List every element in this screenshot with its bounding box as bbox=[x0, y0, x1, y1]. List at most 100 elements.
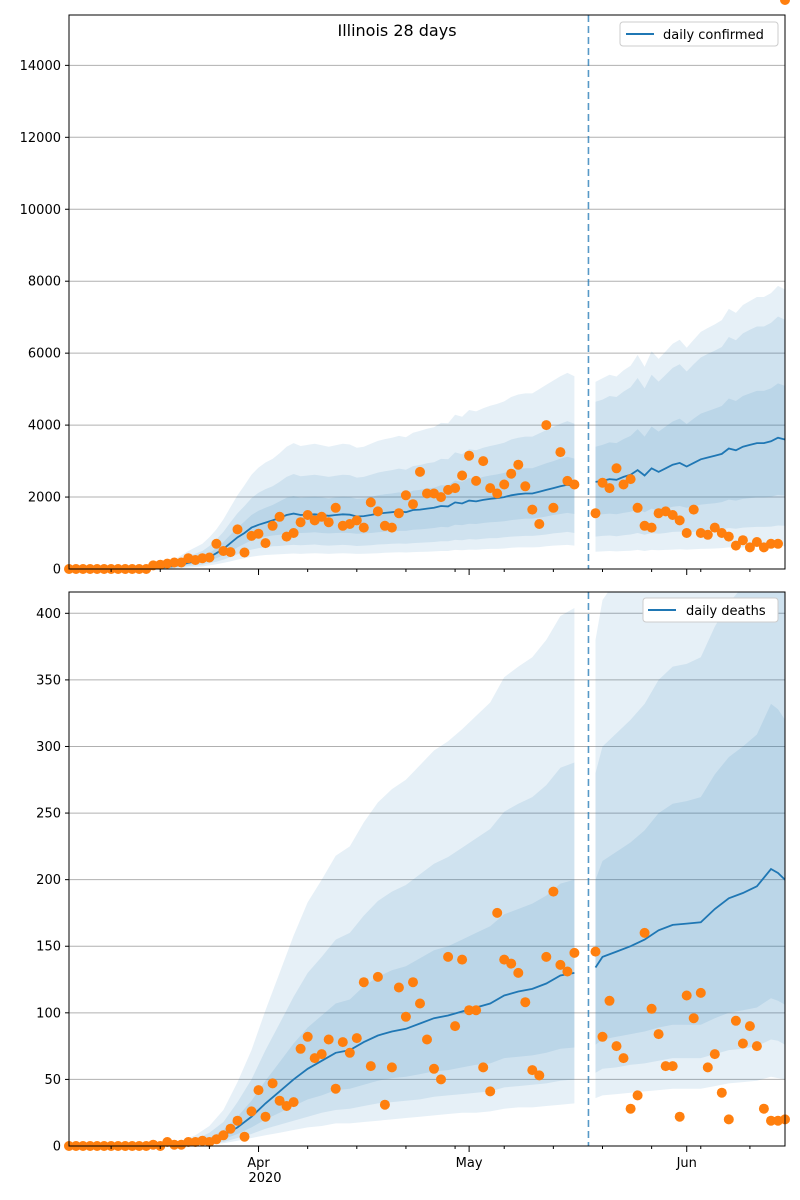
y-tick-label: 4000 bbox=[28, 419, 61, 434]
deaths-observed-point bbox=[450, 1021, 461, 1032]
deaths-observed-point bbox=[316, 1049, 327, 1060]
confirmed-observed-point bbox=[225, 547, 236, 558]
confirmed-observed-point bbox=[471, 475, 482, 486]
confirmed-observed-point bbox=[204, 552, 215, 563]
deaths-observed-point bbox=[372, 971, 383, 982]
y-tick-label: 250 bbox=[36, 807, 61, 822]
deaths-observed-point bbox=[408, 977, 418, 988]
y-tick-label: 14000 bbox=[20, 59, 61, 74]
confirmed-observed-point bbox=[464, 450, 475, 461]
confirmed-observed-point bbox=[780, 0, 790, 5]
confirmed-observed-point bbox=[674, 515, 685, 526]
deaths-observed-point bbox=[260, 1111, 271, 1122]
legend-label-deaths: daily deaths bbox=[686, 604, 766, 619]
deaths-observed-point bbox=[267, 1078, 278, 1089]
deaths-observed-point bbox=[555, 959, 566, 970]
confirmed-observed-point bbox=[485, 483, 496, 494]
confirmed-observed-point bbox=[274, 511, 285, 522]
deaths-observed-point bbox=[667, 1061, 678, 1072]
confirmed-observed-point bbox=[681, 528, 692, 538]
confirmed-observed-point bbox=[632, 502, 643, 513]
deaths-observed-point bbox=[758, 1103, 769, 1114]
deaths-observed-point bbox=[218, 1130, 229, 1141]
deaths-observed-point bbox=[681, 990, 692, 1001]
deaths-observed-point bbox=[302, 1031, 313, 1042]
confirmed-observed-point bbox=[169, 557, 180, 568]
confirmed-observed-point bbox=[646, 522, 657, 533]
confirmed-observed-point bbox=[604, 483, 615, 494]
confirmed-observed-point bbox=[302, 510, 313, 520]
deaths-observed-point bbox=[716, 1087, 727, 1098]
confirmed-band-95-band bbox=[69, 372, 575, 569]
deaths-observed-point bbox=[527, 1065, 538, 1076]
deaths-observed-point bbox=[695, 987, 706, 998]
chart-title: Illinois 28 days bbox=[337, 21, 456, 40]
deaths-observed-point bbox=[471, 1005, 482, 1016]
confirmed-observed-point bbox=[386, 522, 397, 533]
y-tick-label: 2000 bbox=[28, 491, 61, 506]
confirmed-observed-point bbox=[766, 538, 776, 549]
deaths-observed-point bbox=[688, 1013, 699, 1024]
deaths-observed-point bbox=[709, 1049, 720, 1060]
deaths-observed-point bbox=[730, 1015, 741, 1026]
deaths-observed-point bbox=[506, 958, 517, 969]
deaths-observed-point bbox=[393, 982, 404, 993]
deaths-observed-point bbox=[751, 1041, 762, 1052]
confirmed-observed-point bbox=[527, 504, 538, 515]
deaths-observed-point bbox=[737, 1038, 748, 1049]
y-tick-label: 150 bbox=[36, 940, 61, 955]
deaths-observed-point bbox=[183, 1137, 194, 1147]
confirmed-observed-point bbox=[723, 531, 734, 542]
deaths-observed-point bbox=[400, 1011, 411, 1022]
confirmed-observed-point bbox=[232, 524, 243, 535]
deaths-observed-point bbox=[464, 1005, 475, 1016]
confirmed-observed-point bbox=[667, 510, 678, 520]
deaths-observed-point bbox=[766, 1115, 776, 1126]
deaths-observed-point bbox=[646, 1003, 657, 1014]
deaths-observed-point bbox=[232, 1115, 243, 1126]
confirmed-observed-point bbox=[773, 538, 783, 549]
confirmed-observed-point bbox=[267, 520, 278, 531]
deaths-chart-panel: 0 50 100 150 200 250 300 350 400 Apr May Jun bbox=[36, 591, 790, 1171]
confirmed-observed-point bbox=[625, 474, 636, 485]
deaths-observed-point bbox=[625, 1103, 636, 1114]
deaths-observed-point bbox=[274, 1095, 285, 1106]
confirmed-observed-point bbox=[316, 511, 327, 522]
deaths-observed-point bbox=[246, 1106, 257, 1117]
y-tick-label: 8000 bbox=[28, 275, 61, 290]
deaths-band-95-band bbox=[69, 608, 575, 1146]
deaths-band-50-band bbox=[595, 703, 785, 1045]
confirmed-observed-point bbox=[422, 488, 432, 499]
confirmed-observed-point bbox=[611, 463, 622, 474]
deaths-observed-point bbox=[344, 1047, 355, 1058]
deaths-observed-point bbox=[632, 1090, 643, 1101]
confirmed-observed-point bbox=[211, 538, 222, 549]
confirmed-observed-point bbox=[323, 517, 334, 528]
confirmed-observed-point bbox=[590, 508, 601, 519]
deaths-observed-point bbox=[239, 1131, 250, 1142]
deaths-observed-point bbox=[653, 1029, 664, 1040]
confirmed-observed-point bbox=[351, 515, 362, 526]
deaths-band-50-band bbox=[69, 879, 575, 1146]
deaths-observed-point bbox=[639, 927, 650, 938]
confirmed-observed-point bbox=[295, 517, 306, 528]
deaths-observed-point bbox=[590, 946, 601, 957]
deaths-observed-point bbox=[513, 967, 524, 978]
deaths-observed-point bbox=[618, 1053, 629, 1064]
y-tick-label: 350 bbox=[36, 673, 61, 688]
deaths-observed-point bbox=[660, 1061, 671, 1072]
deaths-axes-frame bbox=[68, 591, 786, 1147]
confirmed-observed-point bbox=[372, 506, 383, 517]
deaths-observed-point bbox=[358, 977, 369, 988]
confirmed-axes-frame bbox=[68, 14, 786, 570]
deaths-observed-point bbox=[674, 1111, 685, 1122]
deaths-observed-point bbox=[253, 1085, 264, 1096]
confirmed-band-50-band bbox=[595, 383, 785, 515]
confirmed-observed-point bbox=[751, 537, 762, 547]
deaths-observed-point bbox=[379, 1099, 390, 1110]
confirmed-observed-point bbox=[457, 470, 468, 481]
confirmed-observed-point bbox=[239, 547, 250, 558]
confirmed-observed-point bbox=[499, 479, 510, 490]
confirmed-observed-point bbox=[688, 504, 699, 515]
